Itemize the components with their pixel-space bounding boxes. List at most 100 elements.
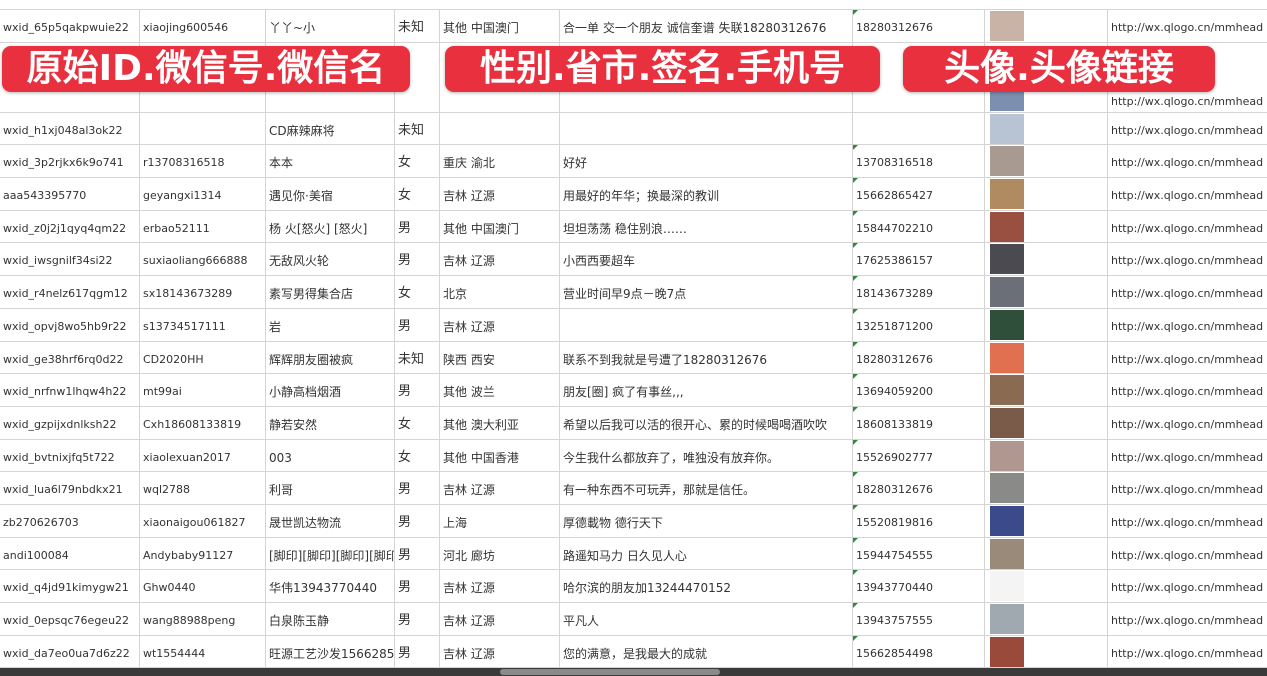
gender-cell[interactable]: 男	[395, 243, 440, 276]
original-id-cell[interactable]: wxid_0epsqc76egeu22	[0, 603, 140, 635]
signature-cell[interactable]	[560, 308, 853, 341]
avatar-cell[interactable]	[985, 178, 1108, 210]
region-cell[interactable]: 其他 中国澳门	[440, 10, 560, 42]
avatar-url-cell[interactable]: http://wx.qlogo.cn/mmhead	[1111, 287, 1264, 301]
avatar-cell[interactable]	[985, 243, 1108, 276]
original-id-cell[interactable]: wxid_q4jd91kimygw21	[0, 570, 140, 602]
phone-cell[interactable]: 18280312676	[853, 472, 985, 504]
original-id-cell[interactable]: wxid_65p5qakpwuie22	[0, 10, 140, 42]
wechat-id-cell[interactable]: wt1554444	[140, 635, 266, 668]
original-id-cell[interactable]: wxid_z0j2j1qyq4qm22	[0, 210, 140, 243]
avatar-cell[interactable]	[985, 145, 1108, 178]
region-cell[interactable]: 北京	[440, 276, 560, 308]
phone-cell[interactable]	[853, 112, 985, 145]
wechat-id-cell[interactable]: xiaojing600546	[140, 10, 266, 42]
gender-cell[interactable]: 男	[395, 504, 440, 537]
wechat-name-cell[interactable]: 华伟13943770440	[266, 570, 395, 602]
phone-cell[interactable]: 13694059200	[853, 374, 985, 406]
wechat-id-cell[interactable]: s13734517111	[140, 308, 266, 341]
original-id-cell[interactable]: wxid_h1xj048al3ok22	[0, 112, 140, 145]
wechat-name-cell[interactable]: 无敌风火轮	[266, 243, 395, 276]
avatar-cell[interactable]	[985, 341, 1108, 374]
wechat-name-cell[interactable]: [脚印][脚印][脚印][脚印]	[266, 537, 395, 570]
phone-cell[interactable]: 18280312676	[853, 341, 985, 374]
wechat-name-cell[interactable]: 003	[266, 439, 395, 472]
signature-cell[interactable]: 坦坦荡荡 稳住别浪……	[560, 210, 853, 243]
avatar-url-cell[interactable]: http://wx.qlogo.cn/mmhead	[1111, 254, 1264, 268]
gender-cell[interactable]: 男	[395, 537, 440, 570]
avatar-url-cell[interactable]: http://wx.qlogo.cn/mmhead	[1111, 352, 1264, 366]
region-cell[interactable]: 上海	[440, 504, 560, 537]
avatar-url-cell[interactable]: http://wx.qlogo.cn/mmhead	[1111, 21, 1264, 34]
wechat-name-cell[interactable]: 晟世凯达物流	[266, 504, 395, 537]
original-id-cell[interactable]: wxid_gzpijxdnlksh22	[0, 406, 140, 439]
gender-cell[interactable]: 未知	[395, 112, 440, 145]
region-cell[interactable]: 其他 中国澳门	[440, 210, 560, 243]
region-cell[interactable]: 吉林 辽源	[440, 243, 560, 276]
wechat-id-cell[interactable]: mt99ai	[140, 374, 266, 406]
wechat-name-cell[interactable]: 静若安然	[266, 406, 395, 439]
phone-cell[interactable]: 13251871200	[853, 308, 985, 341]
wechat-id-cell[interactable]: Cxh18608133819	[140, 406, 266, 439]
avatar-url-cell[interactable]: http://wx.qlogo.cn/mmhead	[1111, 483, 1264, 497]
phone-cell[interactable]: 17625386157	[853, 243, 985, 276]
wechat-id-cell[interactable]: r13708316518	[140, 145, 266, 178]
wechat-name-cell[interactable]: 丫丫~小	[266, 10, 395, 42]
avatar-cell[interactable]	[985, 374, 1108, 406]
avatar-cell[interactable]	[985, 603, 1108, 635]
wechat-name-cell[interactable]: CD麻辣麻将	[266, 112, 395, 145]
avatar-cell[interactable]	[985, 537, 1108, 570]
signature-cell[interactable]	[560, 112, 853, 145]
signature-cell[interactable]: 希望以后我可以活的很开心、累的时候喝喝酒吹吹	[560, 406, 853, 439]
phone-cell[interactable]: 13943770440	[853, 570, 985, 602]
gender-cell[interactable]: 男	[395, 210, 440, 243]
gender-cell[interactable]: 男	[395, 603, 440, 635]
region-cell[interactable]: 吉林 辽源	[440, 178, 560, 210]
signature-cell[interactable]: 有一种东西不可玩弄，那就是信任。	[560, 472, 853, 504]
phone-cell[interactable]: 13708316518	[853, 145, 985, 178]
avatar-url-cell[interactable]: http://wx.qlogo.cn/mmhead	[1111, 319, 1264, 333]
region-cell[interactable]: 吉林 辽源	[440, 603, 560, 635]
phone-cell[interactable]: 18608133819	[853, 406, 985, 439]
signature-cell[interactable]: 合一单 交一个朋友 诚信奎谱 失联18280312676	[560, 10, 853, 42]
avatar-url-cell[interactable]: http://wx.qlogo.cn/mmhead	[1111, 385, 1264, 399]
avatar-cell[interactable]	[985, 210, 1108, 243]
wechat-name-cell[interactable]: 遇见你·美宿	[266, 178, 395, 210]
original-id-cell[interactable]: wxid_bvtnixjfq5t722	[0, 439, 140, 472]
avatar-cell[interactable]	[985, 635, 1108, 668]
wechat-id-cell[interactable]: Andybaby91127	[140, 537, 266, 570]
region-cell[interactable]: 其他 中国香港	[440, 439, 560, 472]
avatar-url-cell[interactable]: http://wx.qlogo.cn/mmhead	[1111, 450, 1264, 464]
phone-cell[interactable]: 15662854498	[853, 635, 985, 668]
wechat-id-cell[interactable]: geyangxi1314	[140, 178, 266, 210]
avatar-url-cell[interactable]: http://wx.qlogo.cn/mmhead	[1111, 614, 1264, 627]
avatar-cell[interactable]	[985, 472, 1108, 504]
avatar-url-cell[interactable]: http://wx.qlogo.cn/mmhead	[1111, 417, 1264, 431]
region-cell[interactable]: 陕西 西安	[440, 341, 560, 374]
signature-cell[interactable]: 哈尔滨的朋友加13244470152	[560, 570, 853, 602]
gender-cell[interactable]: 男	[395, 570, 440, 602]
signature-cell[interactable]: 路遥知马力 日久见人心	[560, 537, 853, 570]
avatar-url-cell[interactable]: http://wx.qlogo.cn/mmhead	[1111, 221, 1264, 235]
signature-cell[interactable]: 用最好的年华；换最深的教训	[560, 178, 853, 210]
gender-cell[interactable]: 男	[395, 374, 440, 406]
wechat-name-cell[interactable]: 旺源工艺沙发15662854	[266, 635, 395, 668]
wechat-id-cell[interactable]: xiaolexuan2017	[140, 439, 266, 472]
avatar-cell[interactable]	[985, 10, 1108, 42]
wechat-name-cell[interactable]: 本本	[266, 145, 395, 178]
signature-cell[interactable]: 平凡人	[560, 603, 853, 635]
avatar-url-cell[interactable]: http://wx.qlogo.cn/mmhead	[1111, 548, 1264, 562]
wechat-name-cell[interactable]: 素写男得集合店	[266, 276, 395, 308]
original-id-cell[interactable]: andi100084	[0, 537, 140, 570]
region-cell[interactable]: 其他 波兰	[440, 374, 560, 406]
wechat-id-cell[interactable]: xiaonaigou061827	[140, 504, 266, 537]
gender-cell[interactable]: 男	[395, 635, 440, 668]
gender-cell[interactable]: 女	[395, 276, 440, 308]
avatar-url-cell[interactable]: http://wx.qlogo.cn/mmhead	[1111, 515, 1264, 529]
region-cell[interactable]: 吉林 辽源	[440, 472, 560, 504]
phone-cell[interactable]: 15944754555	[853, 537, 985, 570]
original-id-cell[interactable]: wxid_da7eo0ua7d6z22	[0, 635, 140, 668]
gender-cell[interactable]: 男	[395, 308, 440, 341]
region-cell[interactable]: 吉林 辽源	[440, 635, 560, 668]
original-id-cell[interactable]: wxid_nrfnw1lhqw4h22	[0, 374, 140, 406]
